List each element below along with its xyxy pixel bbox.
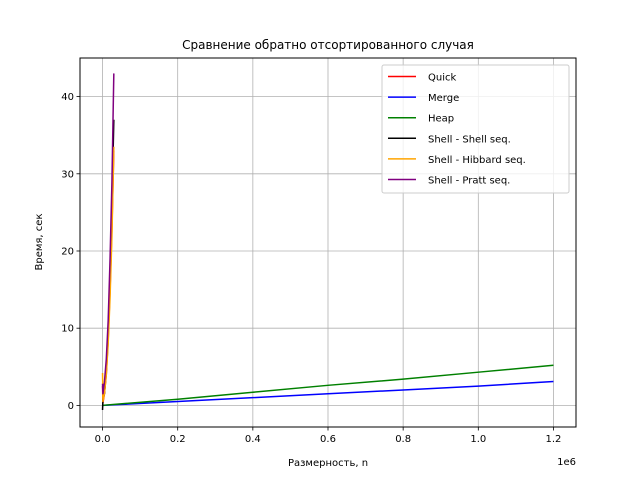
x-axis-label: Размерность, n xyxy=(288,458,368,469)
y-tick-label: 40 xyxy=(61,92,74,103)
legend-label: Shell - Shell seq. xyxy=(428,134,511,145)
x-tick-label: 0.8 xyxy=(395,434,411,445)
y-tick-label: 30 xyxy=(61,169,74,180)
x-tick-label: 0.2 xyxy=(170,434,186,445)
legend-label: Shell - Pratt seq. xyxy=(428,176,510,187)
x-tick-label: 0.4 xyxy=(245,434,261,445)
series-line xyxy=(102,380,554,407)
x-tick-label: 0.0 xyxy=(95,434,111,445)
legend-frame xyxy=(381,64,570,194)
legend-label: Merge xyxy=(428,93,459,104)
y-tick-label: 10 xyxy=(61,324,74,335)
legend: Quick Merge Heap Shell - Shell seq. Shell - … xyxy=(381,64,570,194)
x-tick-label: 1.2 xyxy=(546,434,562,445)
ticks: 0.0 0.2 0.4 0.6 0.8 1.0 1.2 0 10 20 30 40 xyxy=(61,92,561,445)
chart-title: Сравнение обратно отсортированного случа… xyxy=(182,38,474,52)
x-tick-label: 1.0 xyxy=(470,434,486,445)
legend-label: Quick xyxy=(428,73,456,84)
x-offset-label: 1e6 xyxy=(557,457,576,468)
y-axis-label: Время, сек xyxy=(34,214,45,271)
series-line xyxy=(101,73,115,395)
series-layer xyxy=(101,73,554,411)
y-tick-label: 20 xyxy=(61,246,74,257)
legend-label: Shell - Hibbard seq. xyxy=(428,155,526,166)
legend-label: Heap xyxy=(428,114,454,125)
series-line xyxy=(102,364,554,407)
x-tick-label: 0.6 xyxy=(320,434,336,445)
y-tick-label: 0 xyxy=(68,401,74,412)
series-line xyxy=(101,146,115,403)
